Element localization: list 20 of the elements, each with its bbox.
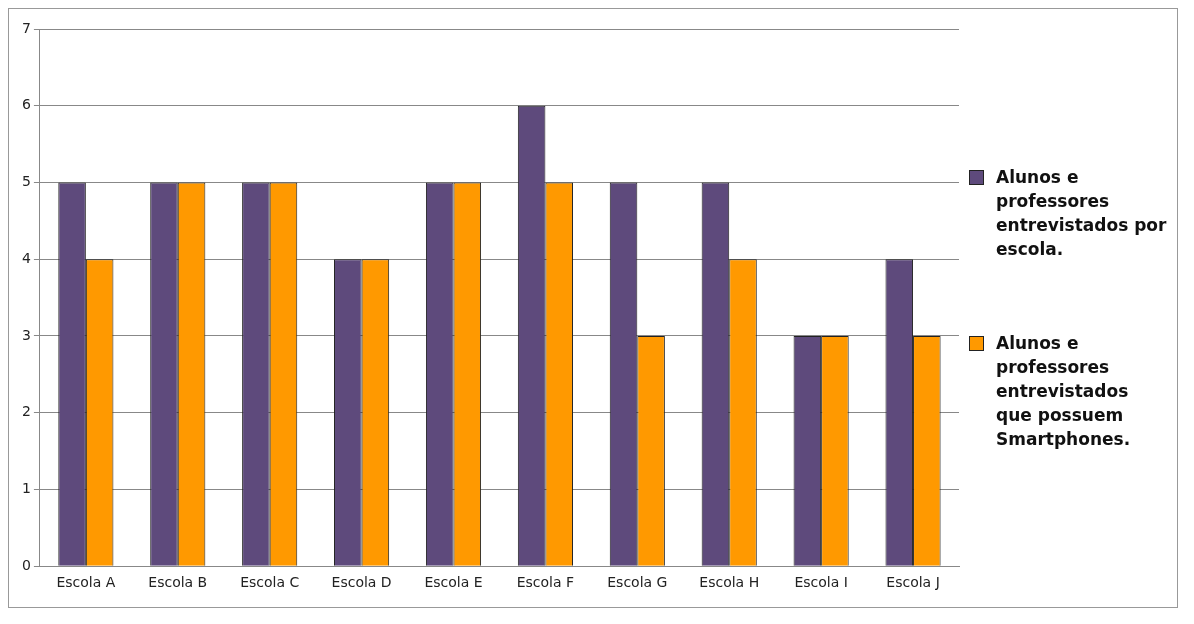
x-tick-label: Escola J: [886, 574, 940, 591]
x-tick-label: Escola E: [424, 574, 483, 591]
y-tick-label: 2: [21, 403, 31, 420]
y-tick-label: 5: [21, 173, 31, 190]
y-tick-label: 7: [21, 19, 31, 36]
x-tick-label: Escola A: [56, 574, 116, 591]
legend-label: Alunos e professores entrevistados que possuem Smartphones.: [996, 332, 1132, 451]
x-tick-label: Escola B: [148, 574, 208, 591]
x-tick-label: Escola C: [240, 574, 300, 591]
x-tick-label: Escola G: [607, 574, 668, 591]
y-tick-label: 6: [21, 96, 31, 113]
y-tick-label: 1: [21, 480, 31, 497]
y-tick-label: 3: [21, 326, 31, 343]
x-tick-label: Escola I: [794, 574, 848, 591]
x-tick-label: Escola F: [516, 574, 575, 591]
y-tick-label: 4: [21, 249, 31, 266]
legend-label: Alunos e professores entrevistados por escola.: [996, 166, 1168, 261]
y-tick-label: 0: [21, 556, 31, 573]
x-tick-label: Escola D: [331, 574, 392, 591]
x-tick-label: Escola H: [699, 574, 760, 591]
